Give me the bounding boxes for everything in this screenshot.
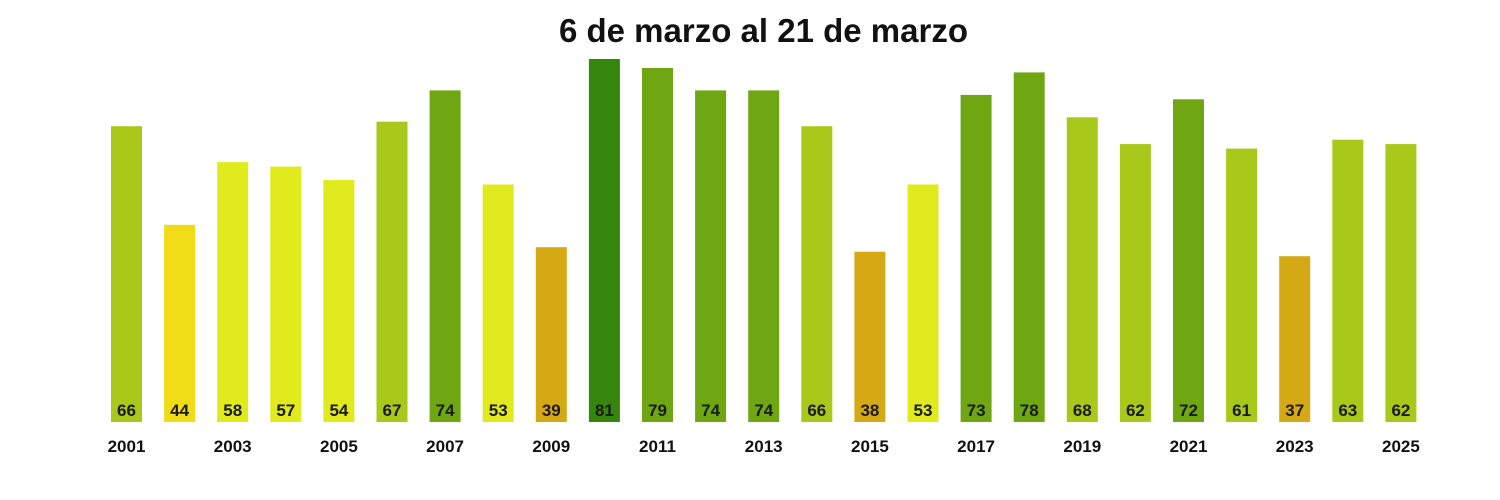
value-label-2016: 53	[914, 401, 933, 420]
value-label-2023: 37	[1285, 401, 1304, 420]
value-label-2020: 62	[1126, 401, 1145, 420]
chart-title: 6 de marzo al 21 de marzo	[558, 12, 968, 49]
bar-2025	[1385, 144, 1417, 422]
x-tick-label-2009: 2009	[532, 437, 570, 456]
x-tick-label-2005: 2005	[320, 437, 358, 456]
value-label-2007: 74	[436, 401, 455, 420]
x-tick-label-2019: 2019	[1063, 437, 1101, 456]
value-label-2005: 54	[329, 401, 348, 420]
value-label-2010: 81	[595, 401, 614, 420]
bar-2024	[1332, 139, 1364, 422]
bar-2010	[588, 59, 620, 422]
bars-group	[111, 59, 1417, 423]
bar-2002	[164, 224, 196, 422]
value-label-2011: 79	[648, 401, 667, 420]
bar-2016	[907, 184, 939, 422]
bar-2013	[748, 90, 780, 423]
value-label-2019: 68	[1073, 401, 1092, 420]
bar-2015	[854, 251, 886, 422]
x-tick-label-2025: 2025	[1382, 437, 1420, 456]
x-tick-label-2007: 2007	[426, 437, 464, 456]
value-label-2015: 38	[860, 401, 879, 420]
value-label-2022: 61	[1232, 401, 1251, 420]
x-tick-label-2023: 2023	[1276, 437, 1314, 456]
value-label-2021: 72	[1179, 401, 1198, 420]
bar-2005	[323, 180, 355, 422]
bar-2007	[429, 90, 461, 423]
value-label-2008: 53	[489, 401, 508, 420]
value-label-2018: 78	[1020, 401, 1039, 420]
x-tick-label-2015: 2015	[851, 437, 889, 456]
bar-2023	[1279, 256, 1311, 422]
bar-2004	[270, 166, 302, 422]
x-tick-label-2011: 2011	[639, 437, 676, 456]
bar-2021	[1173, 99, 1204, 423]
value-label-2009: 39	[542, 401, 561, 420]
value-label-2013: 74	[754, 401, 773, 420]
value-label-2012: 74	[701, 401, 720, 420]
bar-2001	[111, 126, 142, 422]
bar-2020	[1119, 144, 1151, 422]
value-label-2002: 44	[170, 401, 189, 420]
value-label-2003: 58	[223, 401, 242, 420]
x-tick-label-2003: 2003	[214, 437, 252, 456]
bar-2009	[535, 247, 567, 422]
value-label-2025: 62	[1391, 401, 1410, 420]
x-axis-ticks-group: 2001 2003 2005 2007 2009 2011 2013 2015 2017 2019…	[108, 437, 1420, 456]
value-label-2024: 63	[1338, 401, 1357, 420]
bar-2011	[642, 68, 673, 422]
value-label-2017: 73	[967, 401, 986, 420]
bar-2003	[217, 162, 249, 422]
bar-2014	[801, 126, 833, 422]
bar-2017	[960, 94, 992, 423]
x-tick-label-2021: 2021	[1170, 437, 1208, 456]
bar-2022	[1226, 148, 1258, 422]
bar-2006	[376, 121, 408, 422]
value-label-2014: 66	[807, 401, 826, 420]
value-labels-group: 66 44 58 57 54 67 74 53 39 81 79 74 74 66 38 53 73 78 68 62…	[117, 401, 1410, 420]
bar-2019	[1066, 117, 1098, 423]
value-label-2001: 66	[117, 401, 136, 420]
x-tick-label-2001: 2001	[108, 437, 146, 456]
x-tick-label-2017: 2017	[957, 437, 995, 456]
bar-2012	[695, 90, 727, 423]
value-label-2004: 57	[276, 401, 295, 420]
bar-2008	[482, 184, 514, 422]
bar-2018	[1013, 72, 1045, 423]
x-tick-label-2013: 2013	[745, 437, 783, 456]
value-label-2006: 67	[383, 401, 402, 420]
